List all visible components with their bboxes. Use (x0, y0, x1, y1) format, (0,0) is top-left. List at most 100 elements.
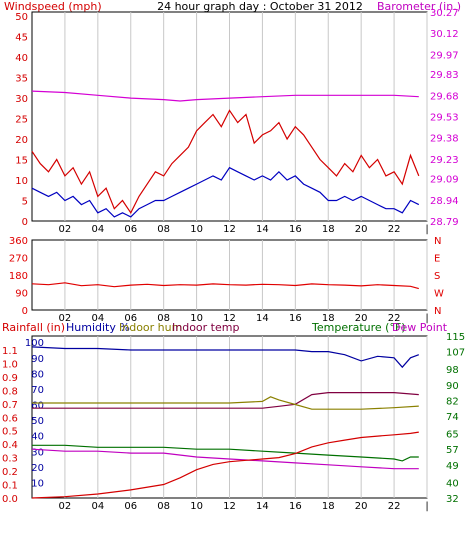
x-tick-label: 14 (256, 224, 269, 235)
temperature-tick-label: 57 (446, 445, 459, 456)
direction-compass-label: N (434, 306, 441, 317)
windspeed-tick-label: 25 (15, 115, 28, 126)
x-tick-label: 08 (157, 224, 170, 235)
barometer-tick-label: 29.23 (430, 155, 459, 166)
x-tick-label: 08 (157, 313, 170, 324)
temperature-tick-label: 90 (446, 381, 459, 392)
rainfall-tick-label: 0.9 (2, 373, 18, 384)
temperature-tick-label: 98 (446, 365, 459, 376)
windspeed-tick-label: 45 (15, 33, 28, 44)
x-tick-label: 22 (388, 501, 401, 512)
humidity-tick-label: 40 (31, 432, 44, 443)
humidity-tick-label: 20 (31, 463, 44, 474)
direction-tick-label: 180 (9, 271, 28, 282)
x-tick-label: 12 (223, 224, 236, 235)
average-series-line (31, 166, 420, 218)
humidity-series-line (31, 346, 420, 369)
x-tick-label: 06 (124, 224, 137, 235)
windspeed-tick-label: 0 (22, 217, 28, 228)
rainfall-series-line (31, 431, 419, 499)
windspeed-axis-label: Windspeed (mph) (4, 0, 102, 13)
direction-compass-label: W (434, 289, 444, 300)
direction-tick-label: 0 (22, 306, 28, 317)
barometer-tick-label: 29.97 (430, 50, 459, 61)
direction-compass-label: N (434, 236, 441, 247)
x-tick-label: 22 (388, 313, 401, 324)
barometer-tick-label: 29.83 (430, 70, 459, 81)
x-tick-label: 02 (59, 224, 72, 235)
x-tick-label: 08 (157, 501, 170, 512)
humidity-axis-label: Humidity % (66, 321, 130, 334)
x-tick-label: | (425, 501, 428, 512)
rainfall-tick-label: 0.5 (2, 427, 18, 438)
x-tick-label: 12 (223, 501, 236, 512)
x-tick-label: 20 (355, 313, 368, 324)
x-tick-label: 04 (91, 501, 104, 512)
x-tick-label: 18 (322, 313, 335, 324)
temperature-series-line (32, 444, 419, 462)
x-tick-label: 04 (91, 224, 104, 235)
temperature-tick-label: 32 (446, 494, 459, 505)
humidity-tick-label: 10 (31, 478, 44, 489)
rainfall-tick-label: 0.1 (2, 481, 18, 492)
x-tick-label: 02 (59, 501, 72, 512)
indoor_temp-series-line (32, 392, 419, 409)
rainfall-tick-label: 0.4 (2, 440, 18, 451)
humidity-tick-label: 50 (31, 416, 44, 427)
direction-compass-label: S (434, 271, 440, 282)
temperature-tick-label: 65 (446, 430, 459, 441)
x-tick-label: 04 (91, 313, 104, 324)
temperature-tick-label: 40 (446, 478, 459, 489)
x-tick-label: 22 (388, 224, 401, 235)
humidity-tick-label: 100 (25, 338, 44, 349)
windspeed-tick-label: 40 (15, 53, 28, 64)
indoor_hum-series-line (32, 396, 419, 410)
x-tick-label: 06 (124, 501, 137, 512)
x-tick-label: 16 (289, 501, 302, 512)
barometer-tick-label: 30.27 (430, 8, 459, 19)
temperature-tick-label: 49 (446, 461, 459, 472)
x-tick-label: 14 (256, 313, 269, 324)
barometer-series-line (31, 90, 419, 102)
temperature-tick-label: 107 (446, 348, 465, 359)
windspeed-tick-label: 5 (22, 197, 28, 208)
windspeed-tick-label: 15 (15, 156, 28, 167)
rainfall-axis-label: Rainfall (in) (2, 321, 65, 334)
rainfall-tick-label: 0.2 (2, 467, 18, 478)
humidity-tick-label: 70 (31, 385, 44, 396)
x-tick-label: 20 (355, 501, 368, 512)
x-tick-label: 20 (355, 224, 368, 235)
rainfall-tick-label: 0.3 (2, 454, 18, 465)
x-tick-label: 02 (59, 313, 72, 324)
temperature-axis-label: Temperature (°F) (311, 321, 406, 334)
windspeed-tick-label: 30 (15, 94, 28, 105)
barometer-tick-label: 28.79 (430, 217, 459, 228)
windspeed-tick-label: 20 (15, 135, 28, 146)
indoor-temp-label: Indoor temp (172, 321, 239, 334)
x-tick-label: 16 (289, 313, 302, 324)
x-tick-label: 18 (322, 224, 335, 235)
barometer-tick-label: 28.94 (430, 196, 459, 207)
temperature-tick-label: 115 (446, 332, 465, 343)
barometer-tick-label: 29.68 (430, 91, 459, 102)
barometer-tick-label: 30.12 (430, 29, 459, 40)
humidity-tick-label: 30 (31, 447, 44, 458)
rainfall-tick-label: 1.0 (2, 359, 18, 370)
x-tick-label: 18 (322, 501, 335, 512)
windspeed-tick-label: 35 (15, 74, 28, 85)
indoor-hum-label: Indoor hum (119, 321, 182, 334)
direction-tick-label: 270 (9, 254, 28, 265)
windspeed-tick-label: 10 (15, 176, 28, 187)
barometer-tick-label: 29.53 (430, 113, 459, 124)
rainfall-tick-label: 1.1 (2, 346, 18, 357)
x-tick-label: 10 (190, 501, 203, 512)
dew-point-label: Dew Point (392, 321, 448, 334)
x-tick-label: 14 (256, 501, 269, 512)
rainfall-tick-label: 0.0 (2, 494, 18, 505)
x-tick-label: 16 (289, 224, 302, 235)
barometer-axis-label: Barometer (in.) (377, 0, 461, 13)
windspeed-tick-label: 50 (15, 12, 28, 23)
